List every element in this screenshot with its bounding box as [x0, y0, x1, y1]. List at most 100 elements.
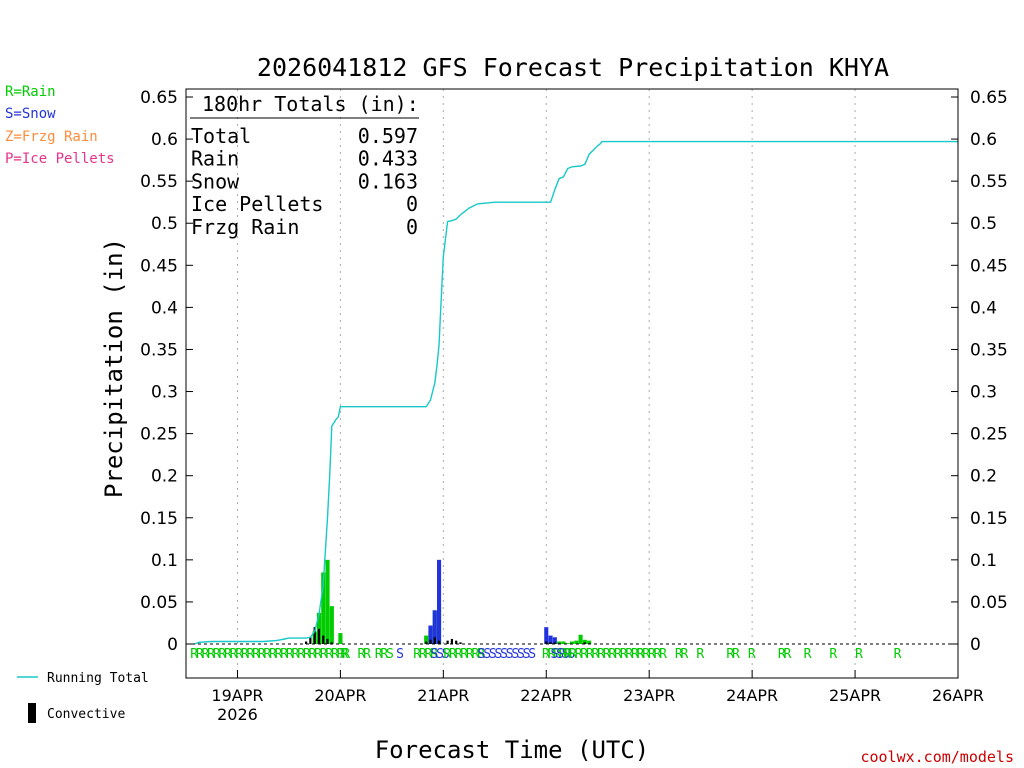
y-tick-label-right: 0.5	[970, 214, 997, 234]
bar-snow	[432, 610, 437, 644]
bar-convective	[433, 637, 436, 644]
y-tick-label-left: 0.25	[140, 425, 178, 445]
legend-snow: S=Snow	[5, 106, 56, 122]
x-tick-label: 19APR	[211, 686, 263, 705]
bar-convective	[313, 627, 316, 644]
bar-rain	[424, 635, 429, 644]
vertical-gridlines	[236, 89, 856, 678]
y-tick-label-right: 0.3	[970, 383, 997, 403]
totals-row-value: 0	[406, 215, 418, 239]
bar-rain	[329, 606, 334, 644]
ptype-label: RR	[358, 647, 372, 662]
y-tick-label-left: 0.2	[151, 467, 178, 487]
ptype-label: RRRRRRRRRRRRRRRR	[563, 647, 655, 662]
y-tick-label-right: 0.6	[970, 130, 997, 150]
y-tick-label-left: 0.55	[140, 172, 178, 192]
totals-header: 180hr Totals (in):	[202, 92, 419, 116]
bar-convective	[330, 642, 333, 644]
bar-rain	[582, 639, 587, 644]
legend-convective-swatch	[28, 703, 36, 723]
bar-convective	[450, 638, 454, 644]
y-tick-label-left: 0.1	[151, 551, 178, 571]
bar-rain	[338, 633, 343, 644]
ptype-label: RRRRRRR	[443, 647, 485, 662]
bar-convective	[437, 640, 441, 644]
bar-convective	[446, 640, 449, 644]
credit: coolwx.com/models	[860, 748, 1014, 766]
running-total-line	[194, 140, 958, 645]
bars	[304, 559, 592, 644]
totals-row-value: 0.163	[358, 169, 418, 193]
totals-row-value: 0	[406, 192, 418, 216]
ptype-label: RR	[778, 647, 792, 662]
ptype-label: R	[696, 647, 704, 662]
bar-rain	[316, 612, 322, 644]
y-tick-label-right: 0.55	[970, 172, 1008, 192]
y-tick-label-left: 0.6	[151, 130, 178, 150]
ptype-label: R	[855, 647, 863, 662]
y-tick-label-left: 0.65	[140, 88, 178, 108]
legend-frzg-rain: Z=Frzg Rain	[5, 129, 98, 145]
bar-rain	[574, 640, 579, 644]
bar-snow	[436, 559, 442, 644]
bar-convective	[455, 640, 458, 644]
chart-title: 2026041812 GFS Forecast Precipitation KH…	[257, 53, 889, 82]
running-total-line-group	[194, 140, 958, 645]
x-axis-label: Forecast Time (UTC)	[375, 736, 650, 764]
bar-convective	[322, 635, 325, 644]
y-tick-label-left: 0.35	[140, 340, 178, 360]
bar-convective	[553, 642, 556, 644]
x-tick-label: 23APR	[623, 686, 675, 705]
x-tick-label: 24APR	[726, 686, 778, 705]
x-tick-label: 25APR	[829, 686, 881, 705]
legend-rain: R=Rain	[5, 84, 56, 100]
ptype-label: RRRR	[413, 647, 438, 662]
bar-convective	[326, 638, 329, 644]
totals-row-label: Rain	[191, 147, 239, 171]
ptype-label: R	[340, 647, 348, 662]
y-tick-label-right: 0.1	[970, 551, 997, 571]
ptype-label: R	[748, 647, 756, 662]
bar-rain	[321, 572, 326, 644]
ptype-label: RRRRR	[542, 647, 573, 662]
totals-row-value: 0.433	[358, 147, 418, 171]
ptype-label: S	[396, 647, 403, 662]
bar-convective	[425, 641, 428, 644]
legend-convective: Convective	[47, 707, 125, 722]
bar-rain	[565, 643, 570, 644]
ptype-label: RRRRRRRRRRRRRRRRRRRRRRRRRRRR	[190, 647, 350, 662]
legend-ice-pellets: P=Ice Pellets	[5, 151, 115, 167]
ptype-label: SSSSSSSSSS	[478, 647, 536, 662]
bar-convective	[545, 641, 548, 644]
y-tick-label-right: 0.4	[970, 298, 997, 318]
bar-rain	[587, 640, 592, 644]
y-tick-label-left: 0.05	[140, 593, 178, 613]
totals-row-label: Ice Pellets	[191, 192, 323, 216]
ptype-label: RR	[653, 647, 667, 662]
y-tick-label-left: 0.45	[140, 256, 178, 276]
x-tick-label: 22APR	[520, 686, 572, 705]
bar-convective	[309, 637, 312, 644]
ptype-label: RR	[675, 647, 689, 662]
y-tick-label-left: 0.4	[151, 298, 178, 318]
bar-rain	[569, 641, 575, 644]
bar-snow	[428, 625, 433, 644]
totals-row-label: Frzg Rain	[191, 215, 299, 239]
bar-convective	[429, 639, 432, 644]
y-tick-label-right: 0.65	[970, 88, 1008, 108]
bar-snow	[552, 637, 557, 644]
bar-snow	[548, 635, 553, 644]
bar-convective	[583, 642, 586, 644]
x-tick-label: 20APR	[314, 686, 366, 705]
plot-frame	[185, 88, 959, 679]
y-axis-label: Precipitation (in)	[100, 238, 128, 498]
bar-snow	[544, 627, 549, 644]
bar-rain	[557, 641, 562, 644]
y-tick-label-left: 0	[167, 635, 178, 655]
ptype-label: SSS	[430, 647, 448, 662]
y-tick-label-right: 0.2	[970, 467, 997, 487]
ptype-label: RRS	[375, 647, 393, 662]
ptype-label: R	[636, 647, 644, 662]
